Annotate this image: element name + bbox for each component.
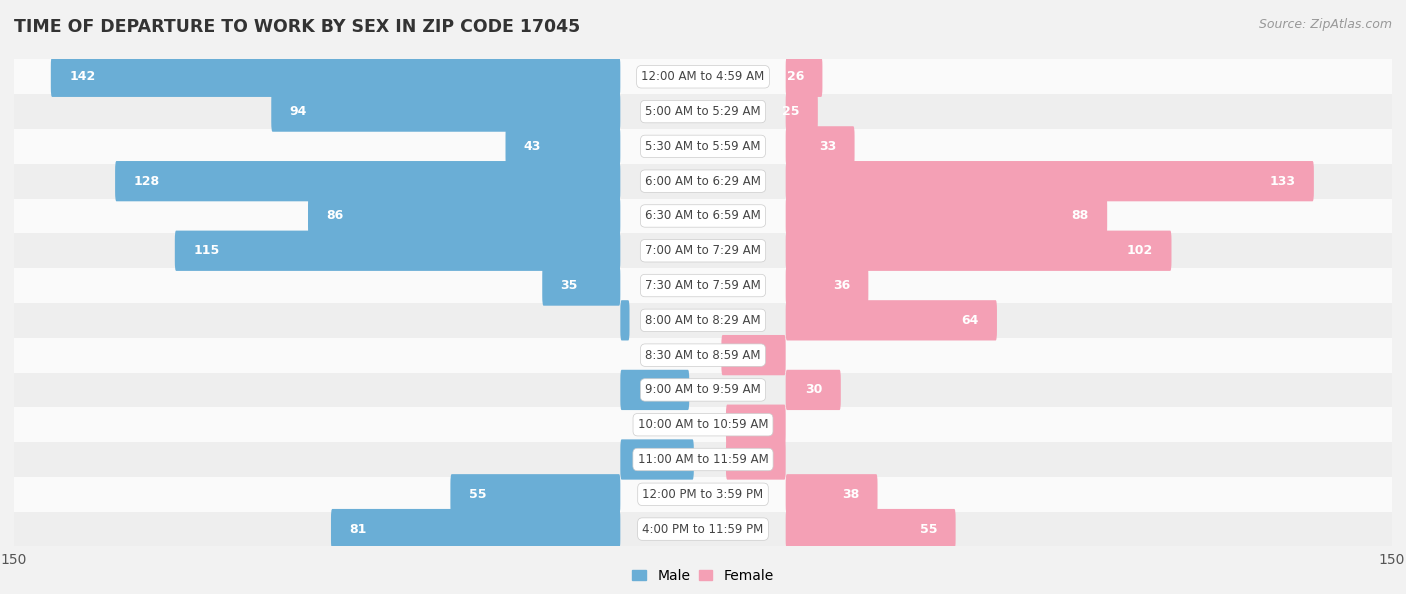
Text: 6:30 AM to 6:59 AM: 6:30 AM to 6:59 AM [645,210,761,223]
FancyBboxPatch shape [620,300,630,340]
Text: 81: 81 [349,523,367,536]
FancyBboxPatch shape [721,335,786,375]
Text: 5: 5 [735,418,744,431]
Text: 3: 3 [672,383,681,396]
Text: 7:00 AM to 7:29 AM: 7:00 AM to 7:29 AM [645,244,761,257]
FancyBboxPatch shape [786,91,818,132]
Bar [14,198,1392,233]
Bar [14,268,1392,303]
Text: 55: 55 [920,523,938,536]
Bar [14,129,1392,164]
Text: TIME OF DEPARTURE TO WORK BY SEX IN ZIP CODE 17045: TIME OF DEPARTURE TO WORK BY SEX IN ZIP … [14,18,581,36]
Text: 8:30 AM to 8:59 AM: 8:30 AM to 8:59 AM [645,349,761,362]
Text: 5:30 AM to 5:59 AM: 5:30 AM to 5:59 AM [645,140,761,153]
Text: 33: 33 [818,140,837,153]
Text: 12:00 AM to 4:59 AM: 12:00 AM to 4:59 AM [641,70,765,83]
Text: 30: 30 [806,383,823,396]
FancyBboxPatch shape [330,509,620,549]
Text: 9:00 AM to 9:59 AM: 9:00 AM to 9:59 AM [645,383,761,396]
FancyBboxPatch shape [271,91,620,132]
Text: 128: 128 [134,175,160,188]
Text: 142: 142 [69,70,96,83]
Text: 10:00 AM to 10:59 AM: 10:00 AM to 10:59 AM [638,418,768,431]
Text: 8:00 AM to 8:29 AM: 8:00 AM to 8:29 AM [645,314,761,327]
FancyBboxPatch shape [506,127,620,166]
Legend: Male, Female: Male, Female [627,563,779,588]
FancyBboxPatch shape [51,56,620,97]
Text: 55: 55 [468,488,486,501]
Text: 12:00 PM to 3:59 PM: 12:00 PM to 3:59 PM [643,488,763,501]
Bar [14,511,1392,546]
FancyBboxPatch shape [786,266,869,306]
Text: 4: 4 [731,349,738,362]
FancyBboxPatch shape [786,127,855,166]
Text: 6:00 AM to 6:29 AM: 6:00 AM to 6:29 AM [645,175,761,188]
Text: 5:00 AM to 5:29 AM: 5:00 AM to 5:29 AM [645,105,761,118]
Text: 26: 26 [787,70,804,83]
Text: 18: 18 [638,418,657,431]
Text: 16: 16 [648,314,665,327]
Text: 38: 38 [842,488,859,501]
Text: 64: 64 [962,314,979,327]
FancyBboxPatch shape [543,266,620,306]
Bar [14,303,1392,338]
FancyBboxPatch shape [450,474,620,514]
FancyBboxPatch shape [786,161,1313,201]
Text: 36: 36 [832,279,851,292]
FancyBboxPatch shape [786,300,997,340]
FancyBboxPatch shape [786,370,841,410]
Bar [14,372,1392,407]
FancyBboxPatch shape [786,56,823,97]
Bar [14,477,1392,511]
Text: 88: 88 [1071,210,1088,223]
FancyBboxPatch shape [620,440,693,479]
Text: 102: 102 [1126,244,1153,257]
FancyBboxPatch shape [174,230,620,271]
Text: 35: 35 [561,279,578,292]
Text: 4:00 PM to 11:59 PM: 4:00 PM to 11:59 PM [643,523,763,536]
FancyBboxPatch shape [115,161,620,201]
Bar [14,59,1392,94]
FancyBboxPatch shape [725,440,786,479]
Text: 2: 2 [676,453,685,466]
Text: 115: 115 [193,244,219,257]
Text: 25: 25 [782,105,800,118]
FancyBboxPatch shape [786,196,1107,236]
Text: 5: 5 [735,453,744,466]
FancyBboxPatch shape [786,230,1171,271]
FancyBboxPatch shape [786,509,956,549]
Text: 7:30 AM to 7:59 AM: 7:30 AM to 7:59 AM [645,279,761,292]
Bar [14,94,1392,129]
Text: 11:00 AM to 11:59 AM: 11:00 AM to 11:59 AM [638,453,768,466]
Text: 133: 133 [1270,175,1295,188]
Text: 18: 18 [638,349,657,362]
FancyBboxPatch shape [308,196,620,236]
FancyBboxPatch shape [786,474,877,514]
Text: 94: 94 [290,105,307,118]
Text: 86: 86 [326,210,343,223]
Bar [14,164,1392,198]
Text: 43: 43 [524,140,541,153]
FancyBboxPatch shape [620,370,689,410]
Bar [14,407,1392,442]
Text: Source: ZipAtlas.com: Source: ZipAtlas.com [1258,18,1392,31]
Bar [14,233,1392,268]
FancyBboxPatch shape [725,405,786,445]
Bar [14,442,1392,477]
Bar [14,338,1392,372]
